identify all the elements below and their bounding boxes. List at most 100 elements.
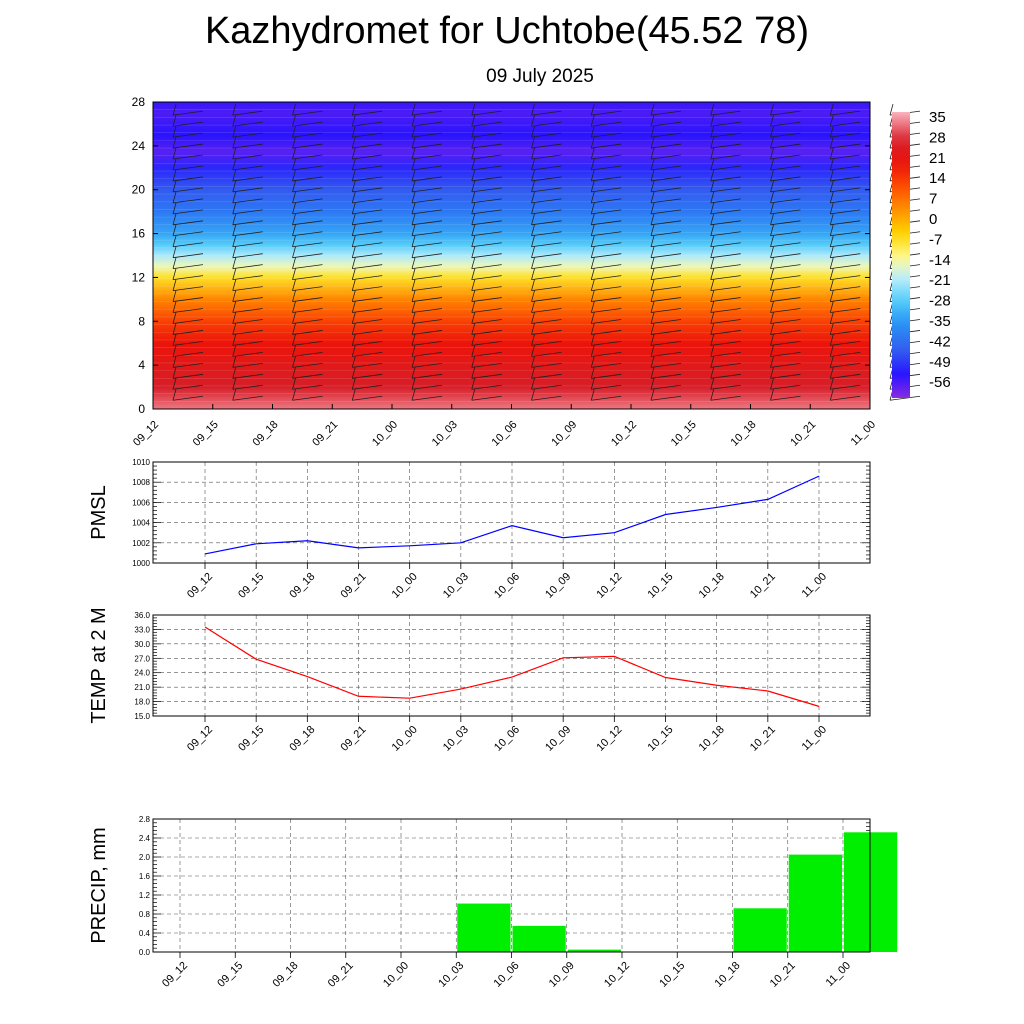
wind-barb <box>352 362 383 368</box>
wind-barb <box>830 165 861 171</box>
wind-barb <box>770 121 801 127</box>
wind-barb-flag <box>531 147 535 160</box>
wind-barb-flag <box>710 235 715 247</box>
wind-barb <box>292 165 323 171</box>
wind-barb <box>591 242 622 248</box>
section-y-tick-label: 20 <box>132 183 146 197</box>
wind-barb-flag <box>471 334 476 346</box>
wind-barb-flag <box>292 136 296 149</box>
wind-barb-flag <box>710 290 715 302</box>
precip-x-tick-label: 09_18 <box>271 960 301 990</box>
wind-barb <box>591 198 622 204</box>
wind-barb <box>411 121 443 127</box>
precip-y-tick-label: 1.2 <box>139 891 151 900</box>
wind-barb-flag <box>411 147 416 160</box>
wind-barb <box>531 220 562 226</box>
wind-barb <box>830 132 861 138</box>
wind-barb-flag <box>411 323 416 335</box>
temp-y-tick-label: 27.0 <box>134 654 150 663</box>
wind-barb-flag <box>770 213 774 225</box>
wind-barb <box>232 286 263 291</box>
wind-barb <box>710 264 741 270</box>
wind-barb-flag <box>650 136 655 149</box>
wind-barb <box>830 198 861 204</box>
wind-barb-flag <box>292 224 296 236</box>
wind-barb <box>471 351 502 357</box>
wind-barb-flag <box>710 389 715 401</box>
pmsl-x-tick-label: 09_18 <box>287 571 317 601</box>
wind-barb-flag <box>292 169 296 182</box>
section-y-tick-label: 28 <box>132 95 146 109</box>
wind-barb <box>591 110 622 116</box>
wind-barb-flag <box>232 257 237 269</box>
wind-barb <box>591 275 622 281</box>
wind-barb <box>471 384 502 390</box>
temp-y-tick-label: 36.0 <box>134 611 150 620</box>
wind-barb-flag <box>471 367 476 379</box>
colorbar-label: 7 <box>929 191 937 208</box>
wind-barb <box>172 351 204 357</box>
wind-barb <box>292 330 323 335</box>
wind-barb <box>411 198 443 204</box>
wind-barb <box>352 264 383 270</box>
wind-barb <box>650 165 682 171</box>
wind-barb <box>770 395 801 401</box>
wind-barb-flag <box>710 345 715 357</box>
wind-barb <box>172 253 204 259</box>
wind-barb <box>172 110 204 116</box>
wind-barb <box>292 341 323 346</box>
wind-barb-flag <box>351 180 356 193</box>
wind-barb-flag <box>471 136 476 149</box>
wind-barb <box>531 132 562 138</box>
wind-barb-flag <box>172 115 177 127</box>
wind-barb-flag <box>710 334 715 346</box>
wind-barb-flag <box>292 104 296 116</box>
wind-barb <box>650 187 682 193</box>
wind-barb-flag <box>471 378 476 390</box>
wind-barb-flag <box>232 268 237 280</box>
wind-barb <box>531 187 562 193</box>
wind-barb <box>830 286 861 291</box>
wind-barb-flag <box>411 378 416 390</box>
wind-barb-flag <box>650 213 655 225</box>
wind-barb <box>710 143 741 149</box>
wind-barb-flag <box>292 312 296 324</box>
wind-barb <box>411 176 443 182</box>
wind-barb-flag <box>471 125 476 138</box>
section-x-tick-label: 11_00 <box>849 419 879 449</box>
wind-barb-flag <box>411 169 416 182</box>
wind-barb <box>352 373 383 379</box>
wind-barb-flag <box>710 356 715 368</box>
wind-barb <box>352 341 383 346</box>
wind-barb-flag <box>471 147 476 160</box>
wind-barb-flag <box>292 147 296 160</box>
wind-barb-flag <box>650 301 655 313</box>
wind-barb <box>531 275 562 281</box>
wind-barb-flag <box>411 312 416 324</box>
wind-barb-flag <box>531 378 535 390</box>
wind-barb <box>471 330 502 335</box>
wind-barb-flag <box>650 367 655 379</box>
wind-barb-flag <box>411 257 416 269</box>
wind-barb <box>710 395 741 401</box>
wind-barb-flag <box>172 125 177 138</box>
wind-barb <box>830 143 861 149</box>
wind-barb-flag <box>590 246 595 258</box>
wind-barb <box>650 362 682 368</box>
wind-barb-flag <box>351 268 356 280</box>
precip-x-tick-label: 10_18 <box>713 960 743 990</box>
wind-barb <box>411 154 443 160</box>
wind-barb <box>710 220 741 226</box>
wind-barb <box>531 264 562 270</box>
wind-barb-flag <box>531 367 535 379</box>
wind-barb-flag <box>172 312 177 324</box>
wind-barb <box>352 198 383 204</box>
wind-barb-flag <box>829 279 834 291</box>
wind-barb <box>710 275 741 281</box>
wind-barb-flag <box>650 257 655 269</box>
wind-barb <box>232 264 263 270</box>
wind-barb <box>830 275 861 281</box>
precip-y-tick-label: 0.0 <box>139 948 151 957</box>
wind-barb-flag <box>411 356 416 368</box>
wind-barb-flag <box>172 191 177 203</box>
